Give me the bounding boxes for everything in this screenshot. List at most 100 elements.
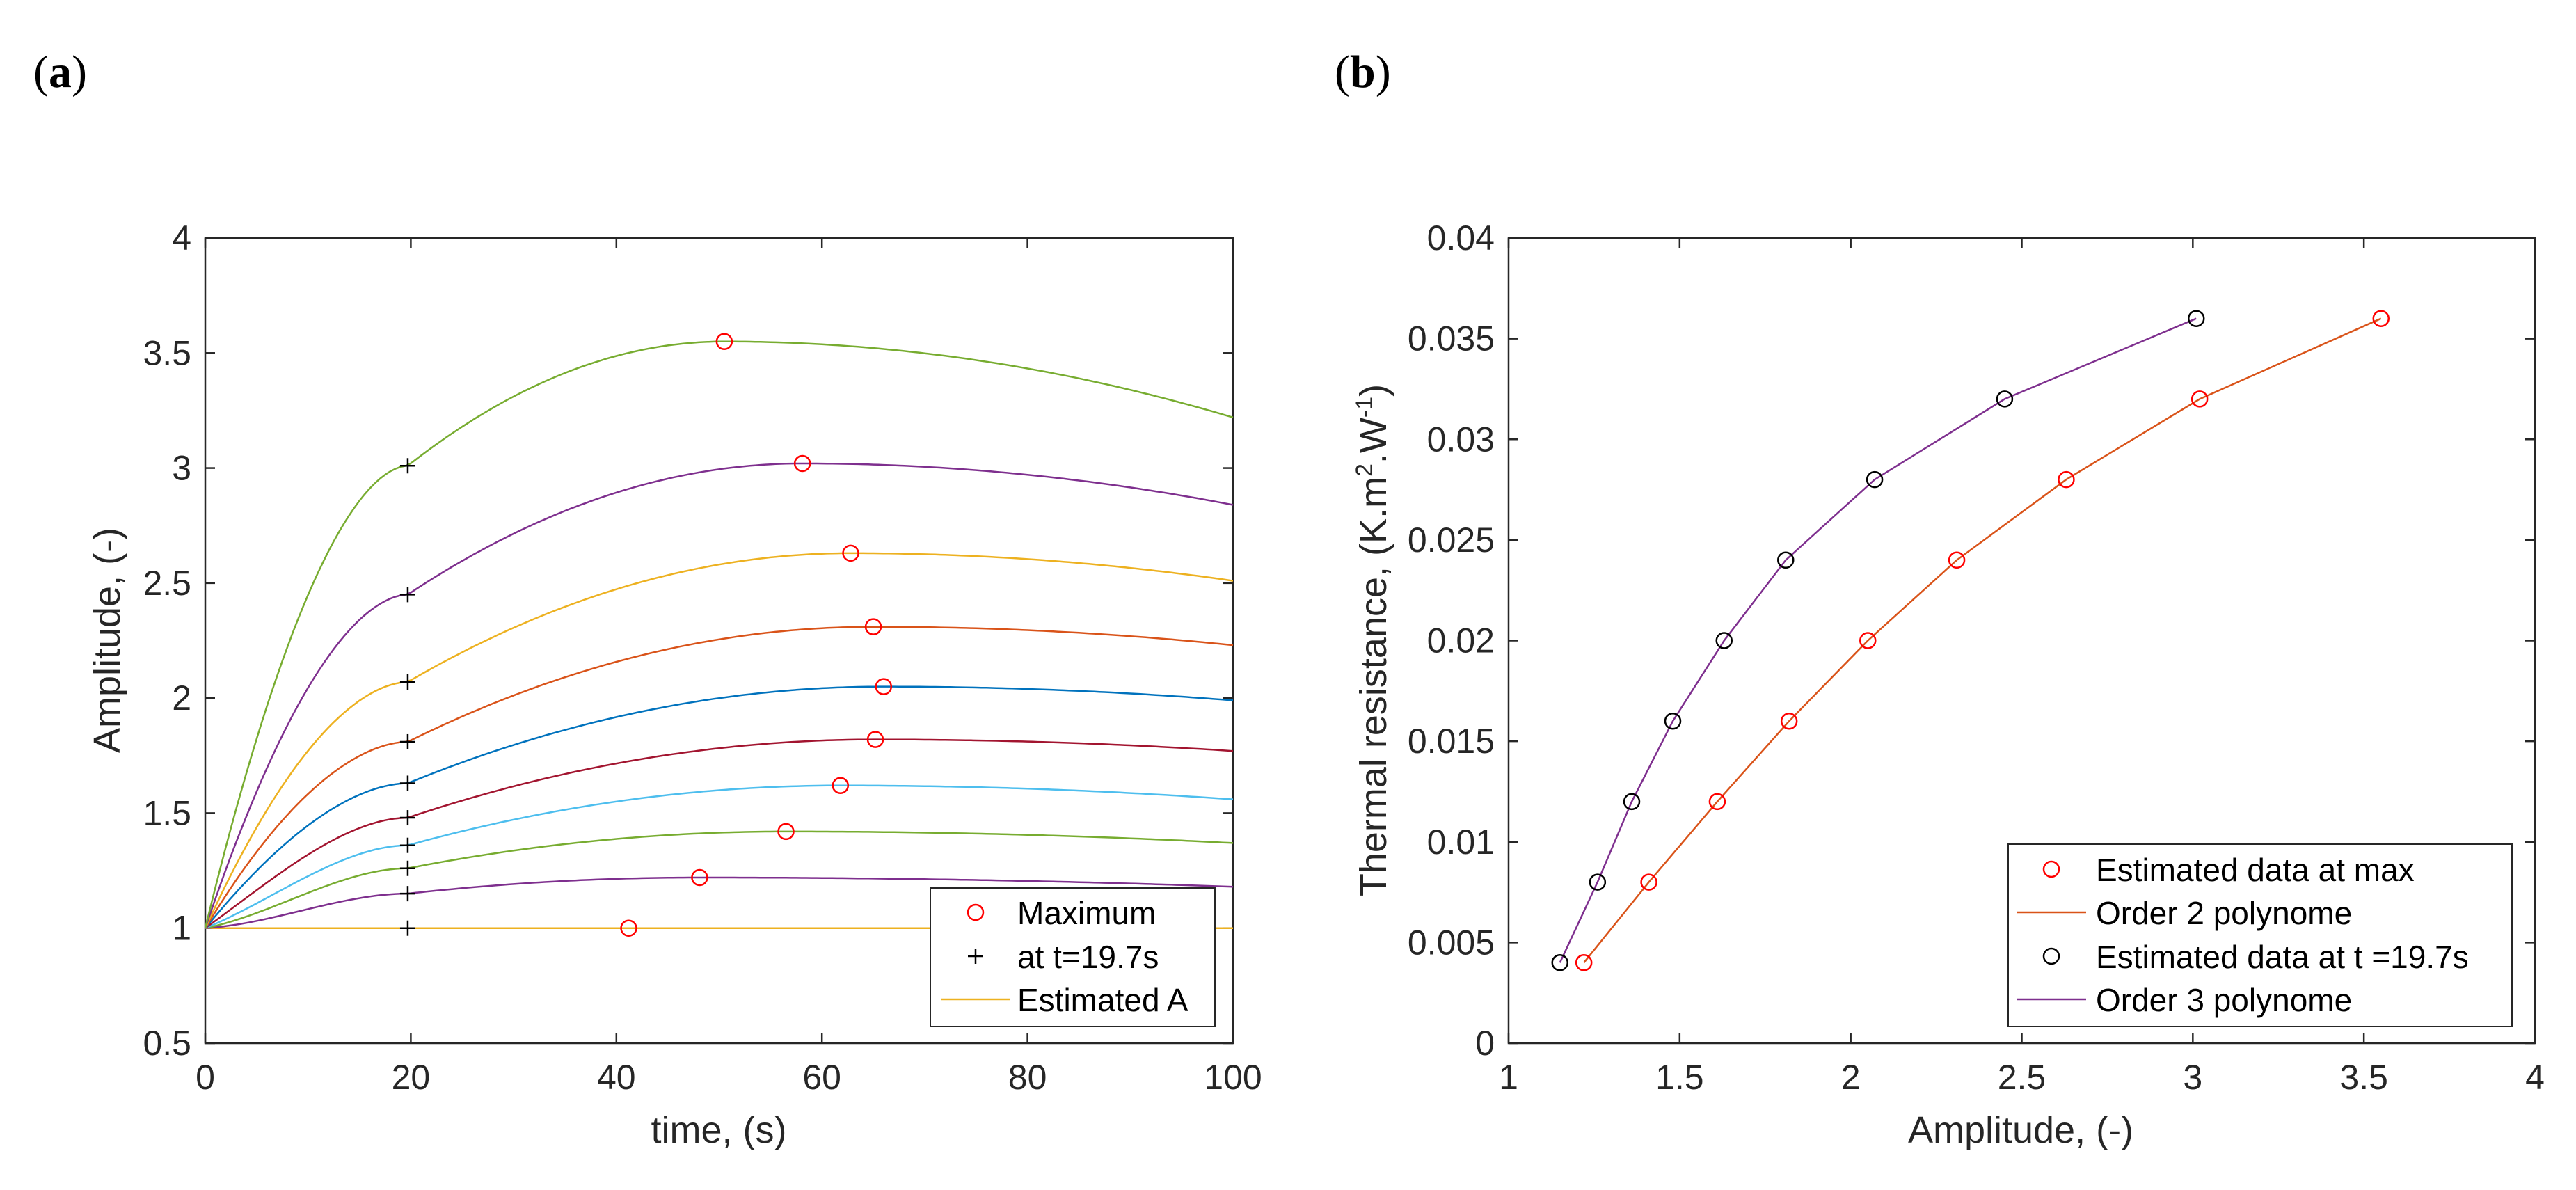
t-mark-marker bbox=[399, 587, 415, 603]
maximum-marker bbox=[793, 454, 811, 473]
t-mark-marker bbox=[399, 837, 415, 853]
panel-a-legend-box bbox=[930, 887, 1216, 1027]
data-point-marker bbox=[1866, 470, 1884, 489]
maximum-marker bbox=[875, 678, 893, 695]
data-point-marker bbox=[1575, 954, 1593, 971]
series-line-curve-2.3 bbox=[204, 626, 1234, 929]
data-point-marker bbox=[1623, 793, 1641, 811]
y-tick-label: 0.005 bbox=[1408, 923, 1495, 962]
data-point-marker bbox=[1715, 632, 1733, 649]
panel-a-label: (a) bbox=[33, 47, 87, 97]
legend-order2-label: Order 2 polynome bbox=[2096, 895, 2352, 931]
y-tick-label: 0.02 bbox=[1427, 621, 1495, 660]
x-tick-label: 20 bbox=[392, 1058, 431, 1097]
y-tick-label: 0.035 bbox=[1408, 319, 1495, 358]
data-point-marker bbox=[1589, 873, 1607, 891]
data-point-marker bbox=[1948, 551, 1966, 569]
panel-a-legend: Maximum at t=19.7s Estimated A bbox=[930, 887, 1216, 1027]
data-point-marker bbox=[1664, 712, 1682, 730]
fit-line bbox=[1559, 317, 2197, 963]
panel-b-legend: Estimated data at max Order 2 polynome E… bbox=[2007, 843, 2513, 1027]
legend-est-t-marker bbox=[2042, 947, 2060, 965]
y-tick-label: 0.015 bbox=[1408, 722, 1495, 761]
x-tick-label: 0 bbox=[196, 1058, 215, 1097]
t-mark-marker bbox=[399, 674, 415, 690]
y-tick-label: 3.5 bbox=[143, 333, 191, 372]
y-tick-label: 2 bbox=[172, 679, 191, 717]
data-point-marker bbox=[1859, 632, 1877, 649]
x-tick-label: 60 bbox=[802, 1058, 841, 1097]
series-line-curve-1.8 bbox=[205, 738, 1234, 929]
panel-b-chart: 1 1.5 2 2.5 3 3.5 4 0 0.005 0.01 0.015 0.02 0.025 0.0… bbox=[1351, 219, 2545, 1151]
x-tick-label: 40 bbox=[597, 1058, 636, 1097]
maximum-marker bbox=[842, 544, 859, 562]
legend-order3-label: Order 3 polynome bbox=[2096, 982, 2352, 1018]
y-tick-label: 0.025 bbox=[1408, 521, 1495, 560]
x-tick-label: 3 bbox=[2183, 1058, 2202, 1097]
x-tick-label: 100 bbox=[1204, 1058, 1262, 1097]
t-mark-marker bbox=[399, 886, 415, 902]
legend-t-mark-label: at t=19.7s bbox=[1017, 939, 1159, 975]
y-tick-label: 0 bbox=[1475, 1024, 1495, 1063]
data-point-marker bbox=[1708, 793, 1726, 811]
t-mark-marker bbox=[399, 920, 415, 936]
data-point-marker bbox=[2058, 470, 2075, 489]
y-tick-label: 0.5 bbox=[143, 1024, 191, 1063]
maximum-marker bbox=[832, 777, 850, 795]
x-tick-label: 2 bbox=[1841, 1058, 1861, 1097]
data-point-marker bbox=[1640, 873, 1657, 891]
t-mark-marker bbox=[399, 810, 415, 826]
x-tick-label: 1 bbox=[1499, 1058, 1518, 1097]
y-tick-label: 2.5 bbox=[143, 564, 191, 603]
series-line-curve-1.4 bbox=[205, 830, 1234, 929]
panel-b-ylabel: Thermal resistance, (K.m2.W-1) bbox=[1351, 384, 1394, 896]
x-tick-label: 4 bbox=[2525, 1058, 2545, 1097]
series-line-curve-1.2 bbox=[205, 876, 1234, 929]
series-line-curve-1.6 bbox=[205, 784, 1234, 929]
x-tick-label: 2.5 bbox=[1998, 1058, 2046, 1097]
series-line-curve-2.6 bbox=[204, 552, 1234, 929]
t-mark-marker bbox=[399, 860, 415, 876]
data-point-marker bbox=[1777, 551, 1795, 569]
maximum-marker bbox=[715, 333, 733, 351]
series-line-curve-3.0 bbox=[204, 462, 1234, 929]
data-point-marker bbox=[1551, 954, 1568, 971]
legend-estimated-a-label: Estimated A bbox=[1017, 982, 1188, 1018]
x-tick-label: 80 bbox=[1008, 1058, 1047, 1097]
legend-maximum-label: Maximum bbox=[1017, 895, 1156, 931]
y-tick-label: 0.03 bbox=[1427, 420, 1495, 459]
data-point-marker bbox=[2191, 390, 2209, 408]
panel-b-legend-box bbox=[2007, 843, 2513, 1027]
y-tick-label: 4 bbox=[172, 219, 191, 257]
y-tick-label: 1 bbox=[172, 909, 191, 948]
data-point-marker bbox=[2372, 310, 2390, 327]
x-tick-label: 3.5 bbox=[2339, 1058, 2388, 1097]
x-tick-label: 1.5 bbox=[1655, 1058, 1704, 1097]
y-tick-label: 1.5 bbox=[143, 793, 191, 832]
panel-b-label: (b) bbox=[1335, 47, 1391, 97]
panel-a-ylabel: Amplitude, (-) bbox=[86, 527, 128, 753]
panel-a-chart: 0 20 40 60 80 100 0.5 1 1.5 2 2.5 3 3.5 4 time, (s) A… bbox=[86, 219, 1262, 1151]
legend-est-t-label: Estimated data at t =19.7s bbox=[2096, 939, 2469, 975]
panel-b-xlabel: Amplitude, (-) bbox=[1908, 1109, 2133, 1151]
maximum-marker bbox=[691, 868, 708, 887]
y-tick-label: 0.04 bbox=[1427, 219, 1495, 257]
data-point-marker bbox=[1780, 712, 1798, 730]
series-line-curve-3.5 bbox=[204, 340, 1234, 928]
maximum-marker bbox=[777, 823, 795, 841]
panel-a-xlabel: time, (s) bbox=[651, 1109, 787, 1151]
t-mark-marker bbox=[399, 733, 415, 749]
legend-est-max-label: Estimated data at max bbox=[2096, 852, 2415, 888]
legend-est-max-marker bbox=[2042, 860, 2060, 878]
legend-plus-marker bbox=[968, 949, 983, 964]
fit-line bbox=[1583, 317, 2382, 964]
y-tick-label: 3 bbox=[172, 449, 191, 488]
maximum-marker bbox=[864, 618, 882, 635]
t-mark-marker bbox=[399, 458, 415, 474]
series-line-curve-2.0 bbox=[205, 685, 1234, 929]
data-point-marker bbox=[1996, 390, 2014, 408]
data-point-marker bbox=[2188, 310, 2205, 327]
maximum-marker bbox=[866, 731, 884, 748]
legend-maximum-marker bbox=[967, 903, 985, 921]
